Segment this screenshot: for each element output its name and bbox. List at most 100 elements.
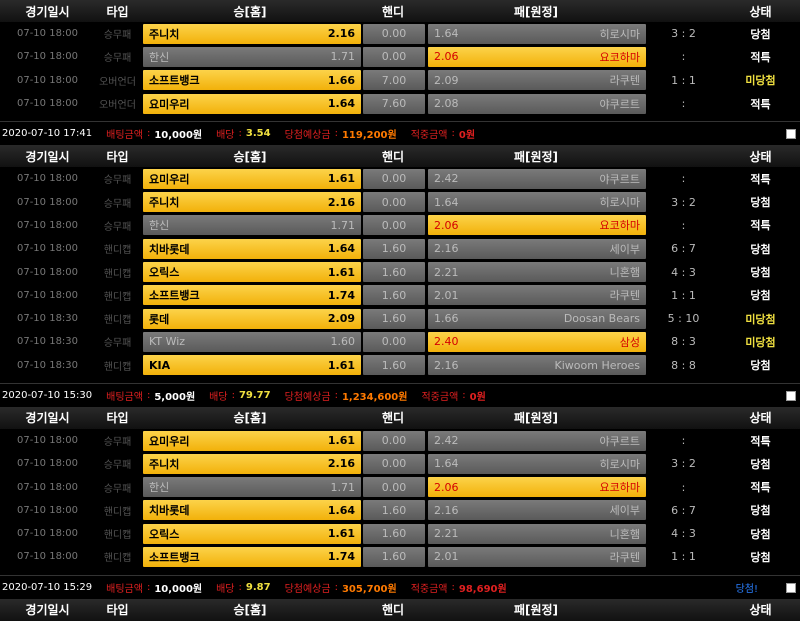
home-odds: 2.09 xyxy=(327,312,355,326)
away-odds: 2.42 xyxy=(434,434,459,447)
home-odds: 1.64 xyxy=(327,242,355,256)
home-pick[interactable]: 롯데 2.09 xyxy=(143,308,361,329)
away-pick[interactable]: 2.06 요코하마 xyxy=(428,215,646,236)
hit-label: 적중금액 xyxy=(410,130,448,142)
status-badge: 당첨 xyxy=(750,359,771,373)
bet-amount: 10,000원 xyxy=(154,130,203,142)
home-pick[interactable]: 치바롯데 1.64 xyxy=(143,500,361,521)
score: : xyxy=(681,480,686,494)
home-odds: 1.61 xyxy=(327,265,355,279)
away-pick[interactable]: 2.08 야쿠르트 xyxy=(428,93,646,114)
home-pick[interactable]: KIA 1.61 xyxy=(143,355,361,376)
handicap-value: 0.00 xyxy=(363,215,425,236)
home-pick[interactable]: 오릭스 1.61 xyxy=(143,262,361,283)
table-row: 07-10 18:00 승무패 요미우리 1.61 0.00 2.42 야쿠르트… xyxy=(0,429,800,452)
match-date: 07-10 18:00 xyxy=(16,28,79,40)
away-pick[interactable]: 1.64 히로시마 xyxy=(428,23,646,44)
select-checkbox[interactable] xyxy=(786,129,796,140)
away-pick[interactable]: 2.40 삼성 xyxy=(428,331,646,352)
home-pick[interactable]: 한신 1.71 xyxy=(143,477,361,498)
away-team: 삼성 xyxy=(619,335,640,349)
home-odds: 1.61 xyxy=(327,358,355,372)
status-badge: 적특 xyxy=(750,434,771,448)
handicap-value: 1.60 xyxy=(363,355,425,376)
match-date: 07-10 18:00 xyxy=(16,289,79,301)
away-pick[interactable]: 2.16 세이부 xyxy=(428,500,646,521)
home-pick[interactable]: 치바롯데 1.64 xyxy=(143,238,361,259)
away-pick[interactable]: 2.16 Kiwoom Heroes xyxy=(428,355,646,376)
header-type: 타입 xyxy=(106,603,129,618)
total-odds: 3.54 xyxy=(245,128,271,140)
handicap-value: 1.60 xyxy=(363,308,425,329)
status-badge: 적특 xyxy=(750,97,771,111)
match-date: 07-10 18:00 xyxy=(16,458,79,470)
away-pick[interactable]: 2.06 요코하마 xyxy=(428,477,646,498)
home-team: 오릭스 xyxy=(149,266,180,280)
home-pick[interactable]: 주니치 2.16 xyxy=(143,192,361,213)
away-pick[interactable]: 2.42 야쿠르트 xyxy=(428,430,646,451)
select-checkbox[interactable] xyxy=(786,390,796,401)
away-team: 라쿠텐 xyxy=(609,550,640,564)
home-pick[interactable]: 한신 1.71 xyxy=(143,46,361,67)
score: : xyxy=(681,434,686,447)
table-row: 07-10 18:30 승무패 KT Wiz 1.60 0.00 2.40 삼성… xyxy=(0,330,800,353)
away-pick[interactable]: 2.01 라쿠텐 xyxy=(428,546,646,567)
home-team: 한신 xyxy=(149,50,170,64)
bet-type: 승무패 xyxy=(103,221,132,233)
table-row: 07-10 18:00 핸디캡 오릭스 1.61 1.60 2.21 니혼햄 4… xyxy=(0,522,800,545)
status-badge: 당첨 xyxy=(750,196,771,210)
home-team: 주니치 xyxy=(149,27,180,41)
home-team: 소프트뱅크 xyxy=(149,550,200,564)
table-header: 경기일시 타입 승[홈] 핸디 패[원정] 상태 xyxy=(0,145,800,168)
header-date: 경기일시 xyxy=(25,149,70,164)
status-badge: 당첨 xyxy=(750,242,771,256)
home-pick[interactable]: 요미우리 1.61 xyxy=(143,168,361,189)
score: 8 : 3 xyxy=(671,335,696,349)
home-team: 오릭스 xyxy=(149,527,180,541)
away-pick[interactable]: 2.21 니혼햄 xyxy=(428,262,646,283)
match-date: 07-10 18:00 xyxy=(16,481,79,493)
header-status: 상태 xyxy=(749,411,772,426)
home-pick[interactable]: 소프트뱅크 1.74 xyxy=(143,546,361,567)
away-pick[interactable]: 1.64 히로시마 xyxy=(428,192,646,213)
away-team: 니혼햄 xyxy=(609,266,640,280)
header-type: 타입 xyxy=(106,4,129,19)
away-pick[interactable]: 2.16 세이부 xyxy=(428,238,646,259)
away-pick[interactable]: 1.64 히로시마 xyxy=(428,453,646,474)
table-row: 07-10 18:00 오버언더 요미우리 1.64 7.60 2.08 야쿠르… xyxy=(0,92,800,115)
home-pick[interactable]: 한신 1.71 xyxy=(143,215,361,236)
away-team: 히로시마 xyxy=(599,196,640,210)
away-pick[interactable]: 2.42 야쿠르트 xyxy=(428,168,646,189)
home-pick[interactable]: 주니치 2.16 xyxy=(143,453,361,474)
expected-label: 당첨예상금 xyxy=(284,391,331,403)
away-pick[interactable]: 2.01 라쿠텐 xyxy=(428,285,646,306)
home-pick[interactable]: 소프트뱅크 1.74 xyxy=(143,285,361,306)
home-pick[interactable]: 소프트뱅크 1.66 xyxy=(143,70,361,91)
away-odds: 2.16 xyxy=(434,358,459,372)
header-type: 타입 xyxy=(106,411,129,426)
bet-type: 핸디캡 xyxy=(103,506,132,518)
header-handicap: 핸디 xyxy=(381,149,405,164)
table-row: 07-10 18:00 승무패 주니치 2.16 0.00 1.64 히로시마 … xyxy=(0,452,800,475)
table-row: 07-10 18:00 핸디캡 치바롯데 1.64 1.60 2.16 세이부 … xyxy=(0,237,800,260)
select-checkbox[interactable] xyxy=(786,582,796,593)
status-badge: 당첨 xyxy=(750,27,771,41)
away-team: 라쿠텐 xyxy=(609,289,640,303)
home-pick[interactable]: 요미우리 1.64 xyxy=(143,93,361,114)
away-pick[interactable]: 2.21 니혼햄 xyxy=(428,523,646,544)
away-pick[interactable]: 2.09 라쿠텐 xyxy=(428,70,646,91)
away-pick[interactable]: 1.66 Doosan Bears xyxy=(428,308,646,329)
home-pick[interactable]: 주니치 2.16 xyxy=(143,23,361,44)
header-handicap: 핸디 xyxy=(381,4,405,19)
home-pick[interactable]: 오릭스 1.61 xyxy=(143,523,361,544)
away-odds: 2.08 xyxy=(434,97,459,111)
slip-time: 2020-07-10 15:29 xyxy=(2,581,93,593)
match-date: 07-10 18:30 xyxy=(16,359,79,371)
home-pick[interactable]: 요미우리 1.61 xyxy=(143,430,361,451)
bet-type: 승무패 xyxy=(103,338,132,350)
away-pick[interactable]: 2.06 요코하마 xyxy=(428,46,646,67)
header-away: 패[원정] xyxy=(513,4,559,19)
status-badge: 당첨 xyxy=(750,550,771,564)
slip-summary: 2020-07-10 15:30 배팅금액: 5,000원 배당: 79.77 … xyxy=(0,382,800,407)
home-pick[interactable]: KT Wiz 1.60 xyxy=(143,331,361,352)
